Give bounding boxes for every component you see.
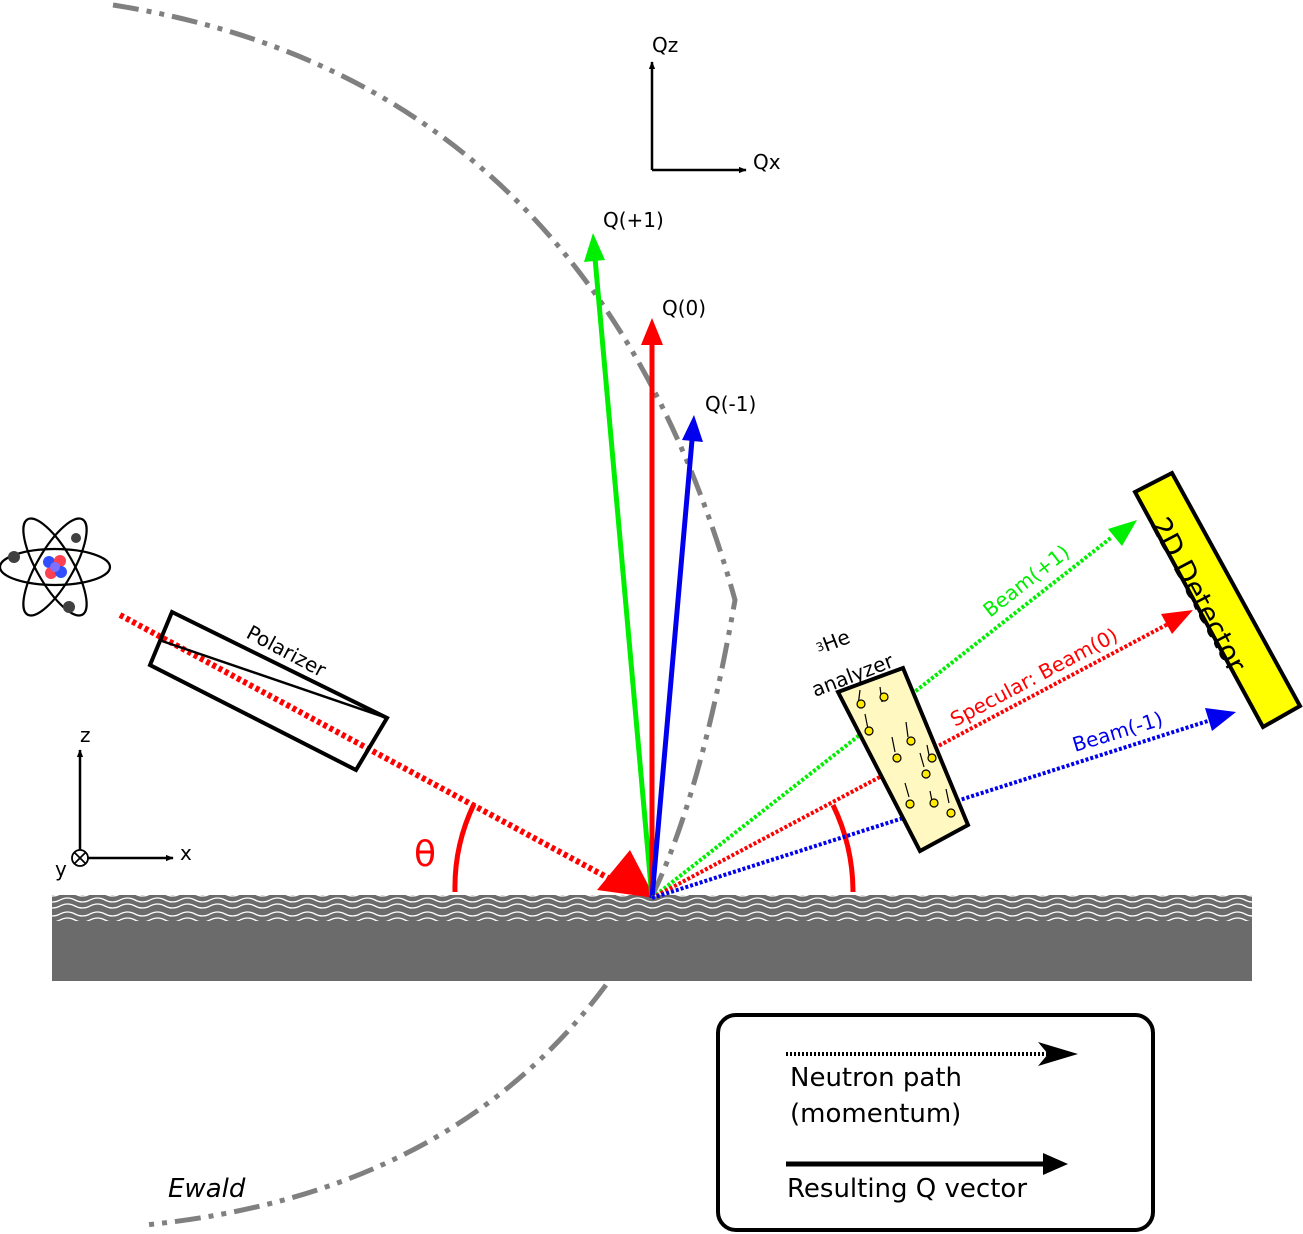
beam-minus1	[651, 708, 1236, 900]
legend: Neutron path (momentum) Resulting Q vect…	[716, 1013, 1155, 1232]
ewald-arc-lower	[144, 983, 609, 1228]
q-minus1-label: Q(-1)	[705, 392, 756, 416]
axis-z-label: z	[80, 723, 91, 747]
beam-zero-label: Specular: Beam(0)	[946, 623, 1122, 732]
axis-x-label: x	[180, 841, 192, 865]
q-vector-plus1	[584, 233, 655, 899]
axis-y-label: y	[55, 857, 67, 881]
theta-arc-incident	[452, 802, 477, 893]
incident-arrowhead	[597, 850, 655, 898]
polarizer	[147, 609, 390, 773]
substrate	[52, 895, 1252, 981]
ewald-arc-upper	[112, 2, 738, 902]
analyzer	[835, 665, 971, 854]
ewald-label: Ewald	[168, 1174, 246, 1204]
spin-arrow-icon	[856, 686, 956, 818]
legend-neutron-path-2: (momentum)	[790, 1099, 961, 1129]
legend-neutron-path-1: Neutron path	[790, 1063, 962, 1093]
detector	[1132, 470, 1303, 730]
atom-icon	[0, 517, 112, 617]
beam-minus1-label: Beam(-1)	[1069, 707, 1165, 757]
qx-label: Qx	[753, 150, 781, 174]
q-zero-label: Q(0)	[662, 296, 706, 320]
q-vector-zero	[641, 318, 663, 898]
q-plus1-label: Q(+1)	[603, 208, 664, 232]
q-vector-minus1	[649, 415, 703, 899]
beam-plus1-label: Beam(+1)	[978, 540, 1074, 622]
lab-axes: z x y	[55, 723, 192, 881]
theta-label: θ	[414, 834, 436, 875]
legend-q-vector: Resulting Q vector	[787, 1174, 1027, 1204]
q-axes: Qz Qx	[648, 33, 781, 174]
incident-beam	[118, 612, 627, 890]
qz-label: Qz	[652, 33, 678, 57]
theta-arc-exit	[830, 803, 856, 893]
